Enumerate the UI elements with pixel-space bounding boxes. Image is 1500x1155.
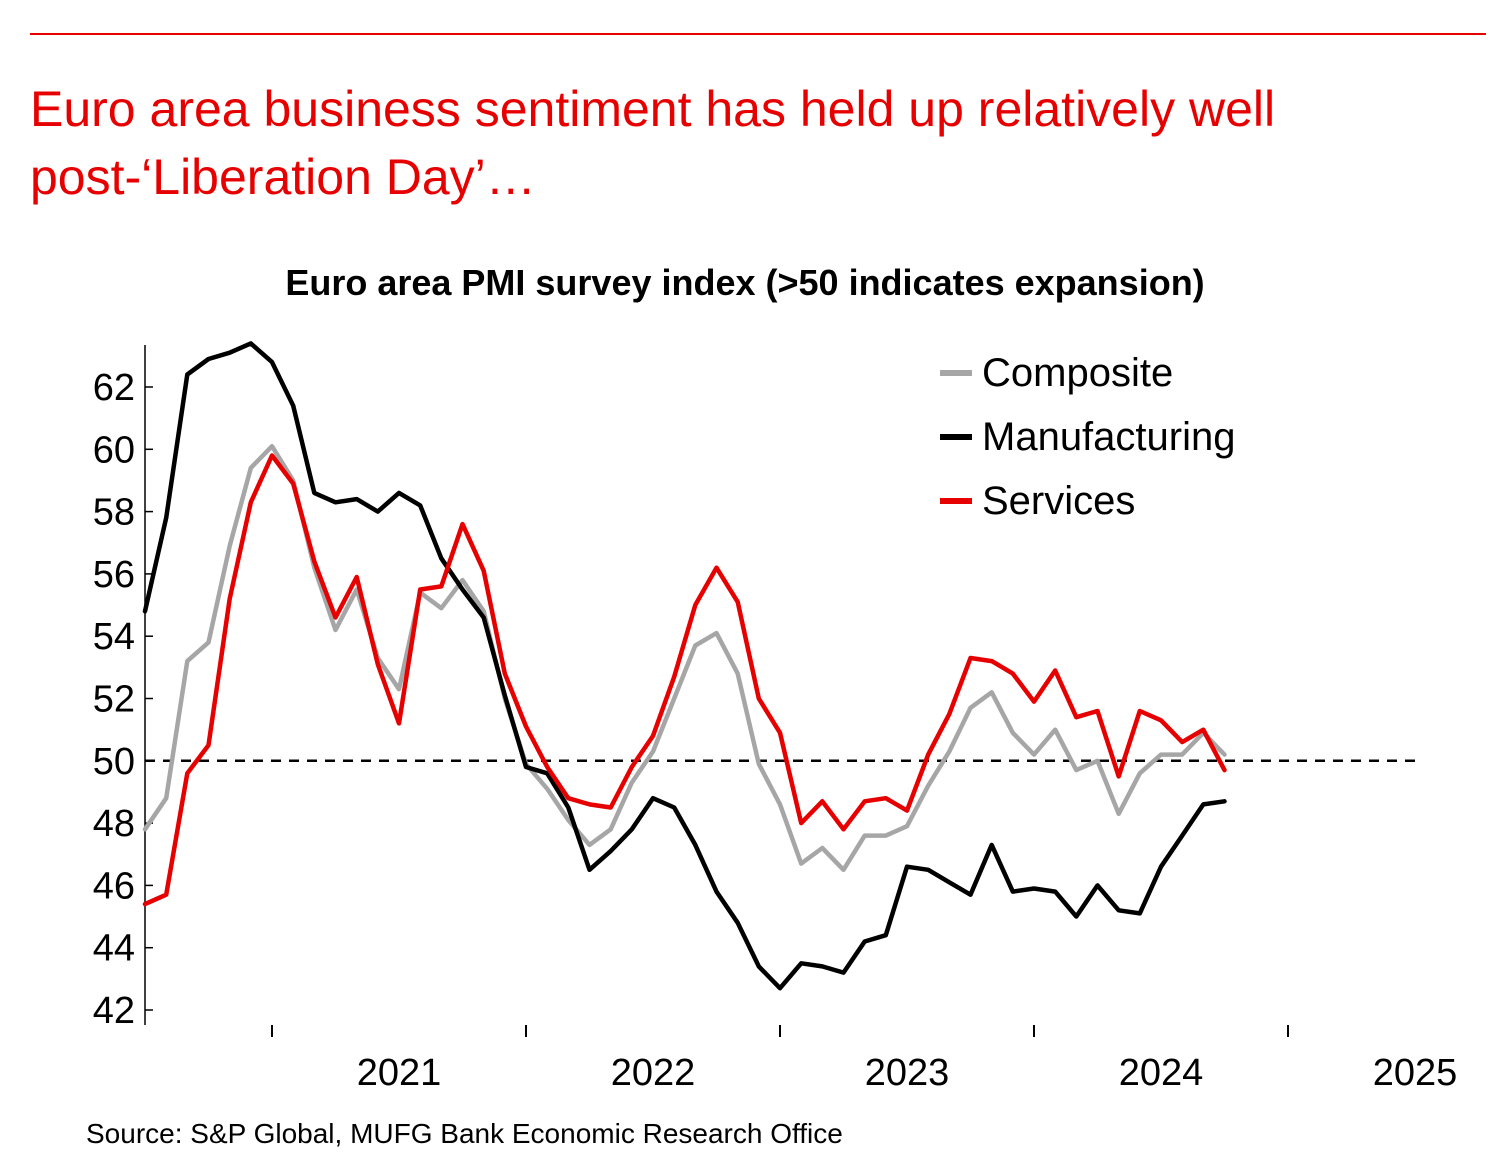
series-line-manufacturing [142,341,1227,991]
y-tick-label: 62 [93,367,135,409]
y-tick-label: 56 [93,554,135,596]
legend-label-services: Services [982,479,1135,523]
source-note: Source: S&P Global, MUFG Bank Economic R… [86,1118,843,1149]
chart-title: Euro area PMI survey index (>50 indicate… [285,262,1205,303]
y-tick-label: 52 [93,679,135,721]
top-rule [30,33,1486,35]
y-tick-label: 46 [93,865,135,907]
y-tick-label: 60 [93,429,135,471]
series-line-composite [142,443,1227,873]
x-tick-label: 2024 [1119,1052,1204,1094]
x-tick-label: 2025 [1373,1052,1458,1094]
y-tick-label: 58 [93,492,135,534]
y-axis: 42 44 46 48 50 52 54 56 58 60 62 [93,345,153,1032]
legend-label-composite: Composite [982,351,1173,395]
x-axis: 2021 2022 2023 2024 2025 [271,1025,1458,1094]
y-tick-label: 42 [93,990,135,1032]
legend-label-manufacturing: Manufacturing [982,415,1235,459]
series-line-services [142,453,1227,907]
y-tick-label: 50 [93,741,135,783]
legend: Composite Manufacturing Services [940,351,1235,523]
y-tick-label: 54 [93,616,135,658]
page-headline: Euro area business sentiment has held up… [30,81,1276,205]
y-tick-label: 44 [93,928,135,970]
x-tick-label: 2021 [357,1052,442,1094]
x-tick-label: 2023 [865,1052,950,1094]
x-tick-label: 2022 [611,1052,696,1094]
series-group [142,341,1227,991]
y-tick-label: 48 [93,803,135,845]
